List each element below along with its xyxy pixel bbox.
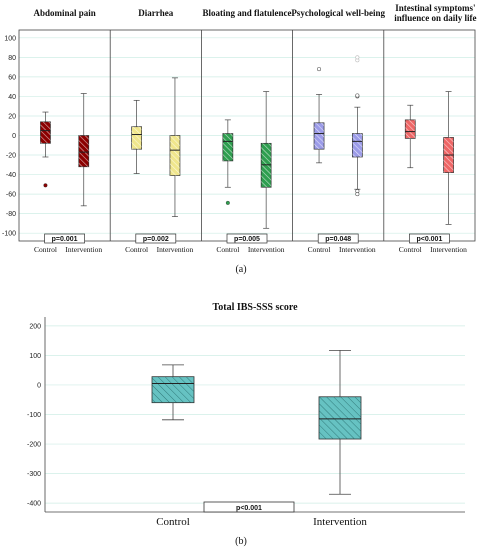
y-tick-label: -100 <box>27 412 41 419</box>
outlier-point <box>355 93 360 98</box>
y-tick-label: -60 <box>6 192 16 199</box>
p-value-label: p<0.001 <box>236 505 262 512</box>
x-tick-label: Control <box>308 245 331 254</box>
y-tick-label: -20 <box>6 153 16 160</box>
box-hatch <box>152 376 194 403</box>
outlier-point <box>355 192 360 197</box>
outlier-point <box>43 183 48 188</box>
panel-label: (b) <box>235 536 247 547</box>
x-tick-label: Control <box>156 516 190 528</box>
box-hatch <box>222 133 233 161</box>
panel-title: Bloating and flatulence <box>202 8 291 18</box>
x-tick-label: Intervention <box>313 516 367 528</box>
y-tick-label: -80 <box>6 211 16 218</box>
y-tick-label: 0 <box>37 382 41 389</box>
panel-title: Psychological well-being <box>291 8 385 18</box>
y-tick-label: 100 <box>29 353 41 360</box>
p-value-label: p=0.001 <box>52 236 78 243</box>
box-hatch <box>131 126 142 150</box>
box-hatch <box>314 122 325 150</box>
y-tick-label: 40 <box>8 94 16 101</box>
x-tick-label: Intervention <box>65 245 102 254</box>
y-tick-label: -100 <box>2 231 16 238</box>
panel-label: (a) <box>235 264 246 275</box>
chart-b: Total IBS-SSS score 200 100 0 -100 -200 -300 -4… <box>27 302 465 547</box>
outlier-point <box>317 67 322 72</box>
outlier-point <box>225 200 230 205</box>
x-tick-label: Intervention <box>339 245 376 254</box>
box-hatch <box>352 133 363 157</box>
box-hatch <box>40 121 51 144</box>
x-tick-label: Intervention <box>430 245 467 254</box>
p-value-box <box>409 233 450 244</box>
y-tick-label: -40 <box>6 172 16 179</box>
chart-title: Total IBS-SSS score <box>212 302 298 313</box>
panel-title-line: influence on daily life <box>394 13 476 23</box>
box-hatch <box>405 119 416 139</box>
x-tick-label: Control <box>34 245 57 254</box>
panel-title: Diarrhea <box>138 8 173 18</box>
y-tick-label: 60 <box>8 74 16 81</box>
chart-a: 100 80 60 40 20 0 -20 -40 -60 -80 -100 Abdominal pa… <box>2 3 477 275</box>
panel-title-line: Intestinal symptoms' <box>395 3 475 13</box>
p-value-label: p=0.048 <box>325 236 351 243</box>
p-value-box <box>226 233 268 244</box>
y-tick-label: 100 <box>4 35 16 42</box>
p-value-label: p=0.002 <box>143 236 169 243</box>
y-tick-label: 80 <box>8 55 16 62</box>
p-value-label: p<0.001 <box>416 236 442 243</box>
x-tick-label: Intervention <box>157 245 194 254</box>
box-hatch <box>169 135 180 176</box>
y-tick-label: -200 <box>27 442 41 449</box>
panel-title: Abdominal pain <box>33 8 95 18</box>
y-tick-label: -300 <box>27 471 41 478</box>
p-value-box <box>203 501 295 513</box>
outlier-point <box>355 55 360 60</box>
y-tick-label: -400 <box>27 501 41 508</box>
box-hatch <box>319 396 361 440</box>
y-tick-label: 20 <box>8 113 16 120</box>
x-tick-label: Control <box>399 245 422 254</box>
p-value-label: p=0.005 <box>234 236 260 243</box>
p-value-box <box>135 233 177 244</box>
y-tick-label: 0 <box>12 133 16 140</box>
p-value-box <box>44 233 85 244</box>
x-tick-label: Intervention <box>248 245 285 254</box>
x-tick-label: Control <box>125 245 148 254</box>
x-tick-label: Control <box>216 245 239 254</box>
y-tick-label: 200 <box>29 323 41 330</box>
p-value-box <box>317 233 359 244</box>
box-hatch <box>78 135 89 167</box>
